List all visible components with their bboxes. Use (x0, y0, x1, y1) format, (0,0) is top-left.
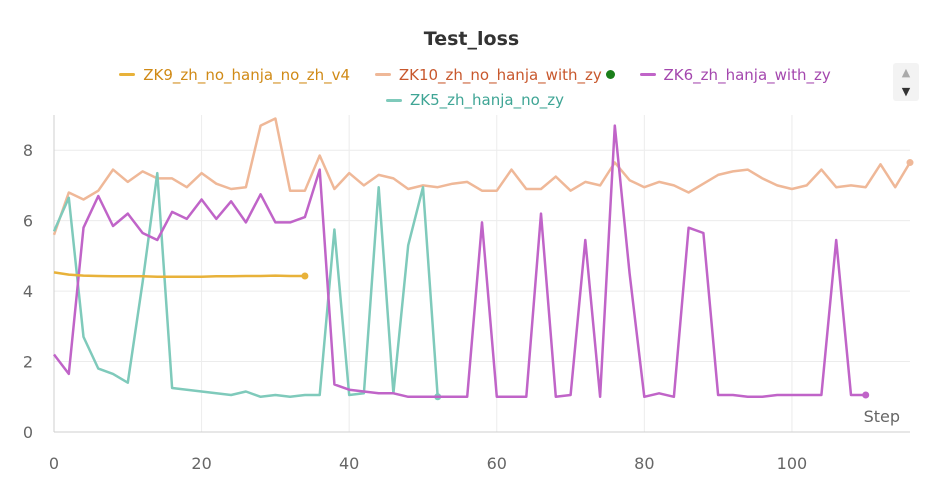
legend-item-zk6[interactable]: ZK6_zh_hanja_with_zy (639, 64, 831, 86)
series-line-zk6[interactable] (53, 124, 866, 399)
legend-swatch-zk5 (385, 98, 402, 102)
y-tick-label: 4 (23, 282, 33, 301)
series-endpoint-zk9 (301, 272, 309, 280)
legend-item-zk5[interactable]: ZK5_zh_hanja_no_zy (385, 89, 565, 111)
series-line-zk5[interactable] (52, 171, 439, 399)
grid (53, 115, 910, 433)
scroll-down-icon[interactable]: ▼ (901, 85, 911, 98)
legend-label-zk9: ZK9_zh_no_hanja_no_zh_v4 (143, 65, 351, 84)
scroll-up-icon[interactable]: ▲ (901, 66, 911, 79)
y-tick-label: 6 (23, 212, 33, 231)
legend-swatch-zk10 (374, 73, 391, 76)
x-tick-label: 20 (191, 454, 211, 473)
legend-swatch-zk9 (119, 73, 136, 76)
legend-label-zk6: ZK6_zh_hanja_with_zy (663, 65, 831, 84)
x-tick-label: 100 (777, 454, 808, 473)
x-tick-label: 60 (487, 454, 507, 473)
legend-label-zk10: ZK10_zh_no_hanja_with_zy (398, 65, 602, 84)
series-endpoint-zk6 (862, 391, 870, 399)
x-axis-label: Step (864, 407, 900, 426)
y-tick-label: 2 (23, 353, 33, 372)
series-line-zk9[interactable] (53, 271, 305, 278)
series-endpoint-zk10 (906, 159, 914, 167)
y-tick-label: 8 (23, 141, 33, 160)
legend-scroller: ▲ ▼ (893, 63, 919, 101)
y-tick-label: 0 (23, 423, 33, 442)
x-tick-label: 80 (634, 454, 654, 473)
series-lines (52, 117, 914, 401)
legend-label-zk5: ZK5_zh_hanja_no_zy (409, 91, 565, 109)
chart-title: Test_loss (423, 28, 520, 50)
legend-status-dot-icon (605, 70, 615, 79)
legend-swatch-zk6 (639, 73, 656, 76)
x-tick-label: 0 (49, 454, 59, 473)
legend-item-zk9[interactable]: ZK9_zh_no_hanja_no_zh_v4 (119, 64, 350, 86)
x-tick-label: 40 (339, 454, 359, 473)
legend: ZK9_zh_no_hanja_no_zh_v4 ZK10_zh_no_hanj… (60, 60, 890, 111)
series-line-zk10[interactable] (52, 117, 912, 236)
legend-item-zk10[interactable]: ZK10_zh_no_hanja_with_zy (374, 64, 615, 86)
